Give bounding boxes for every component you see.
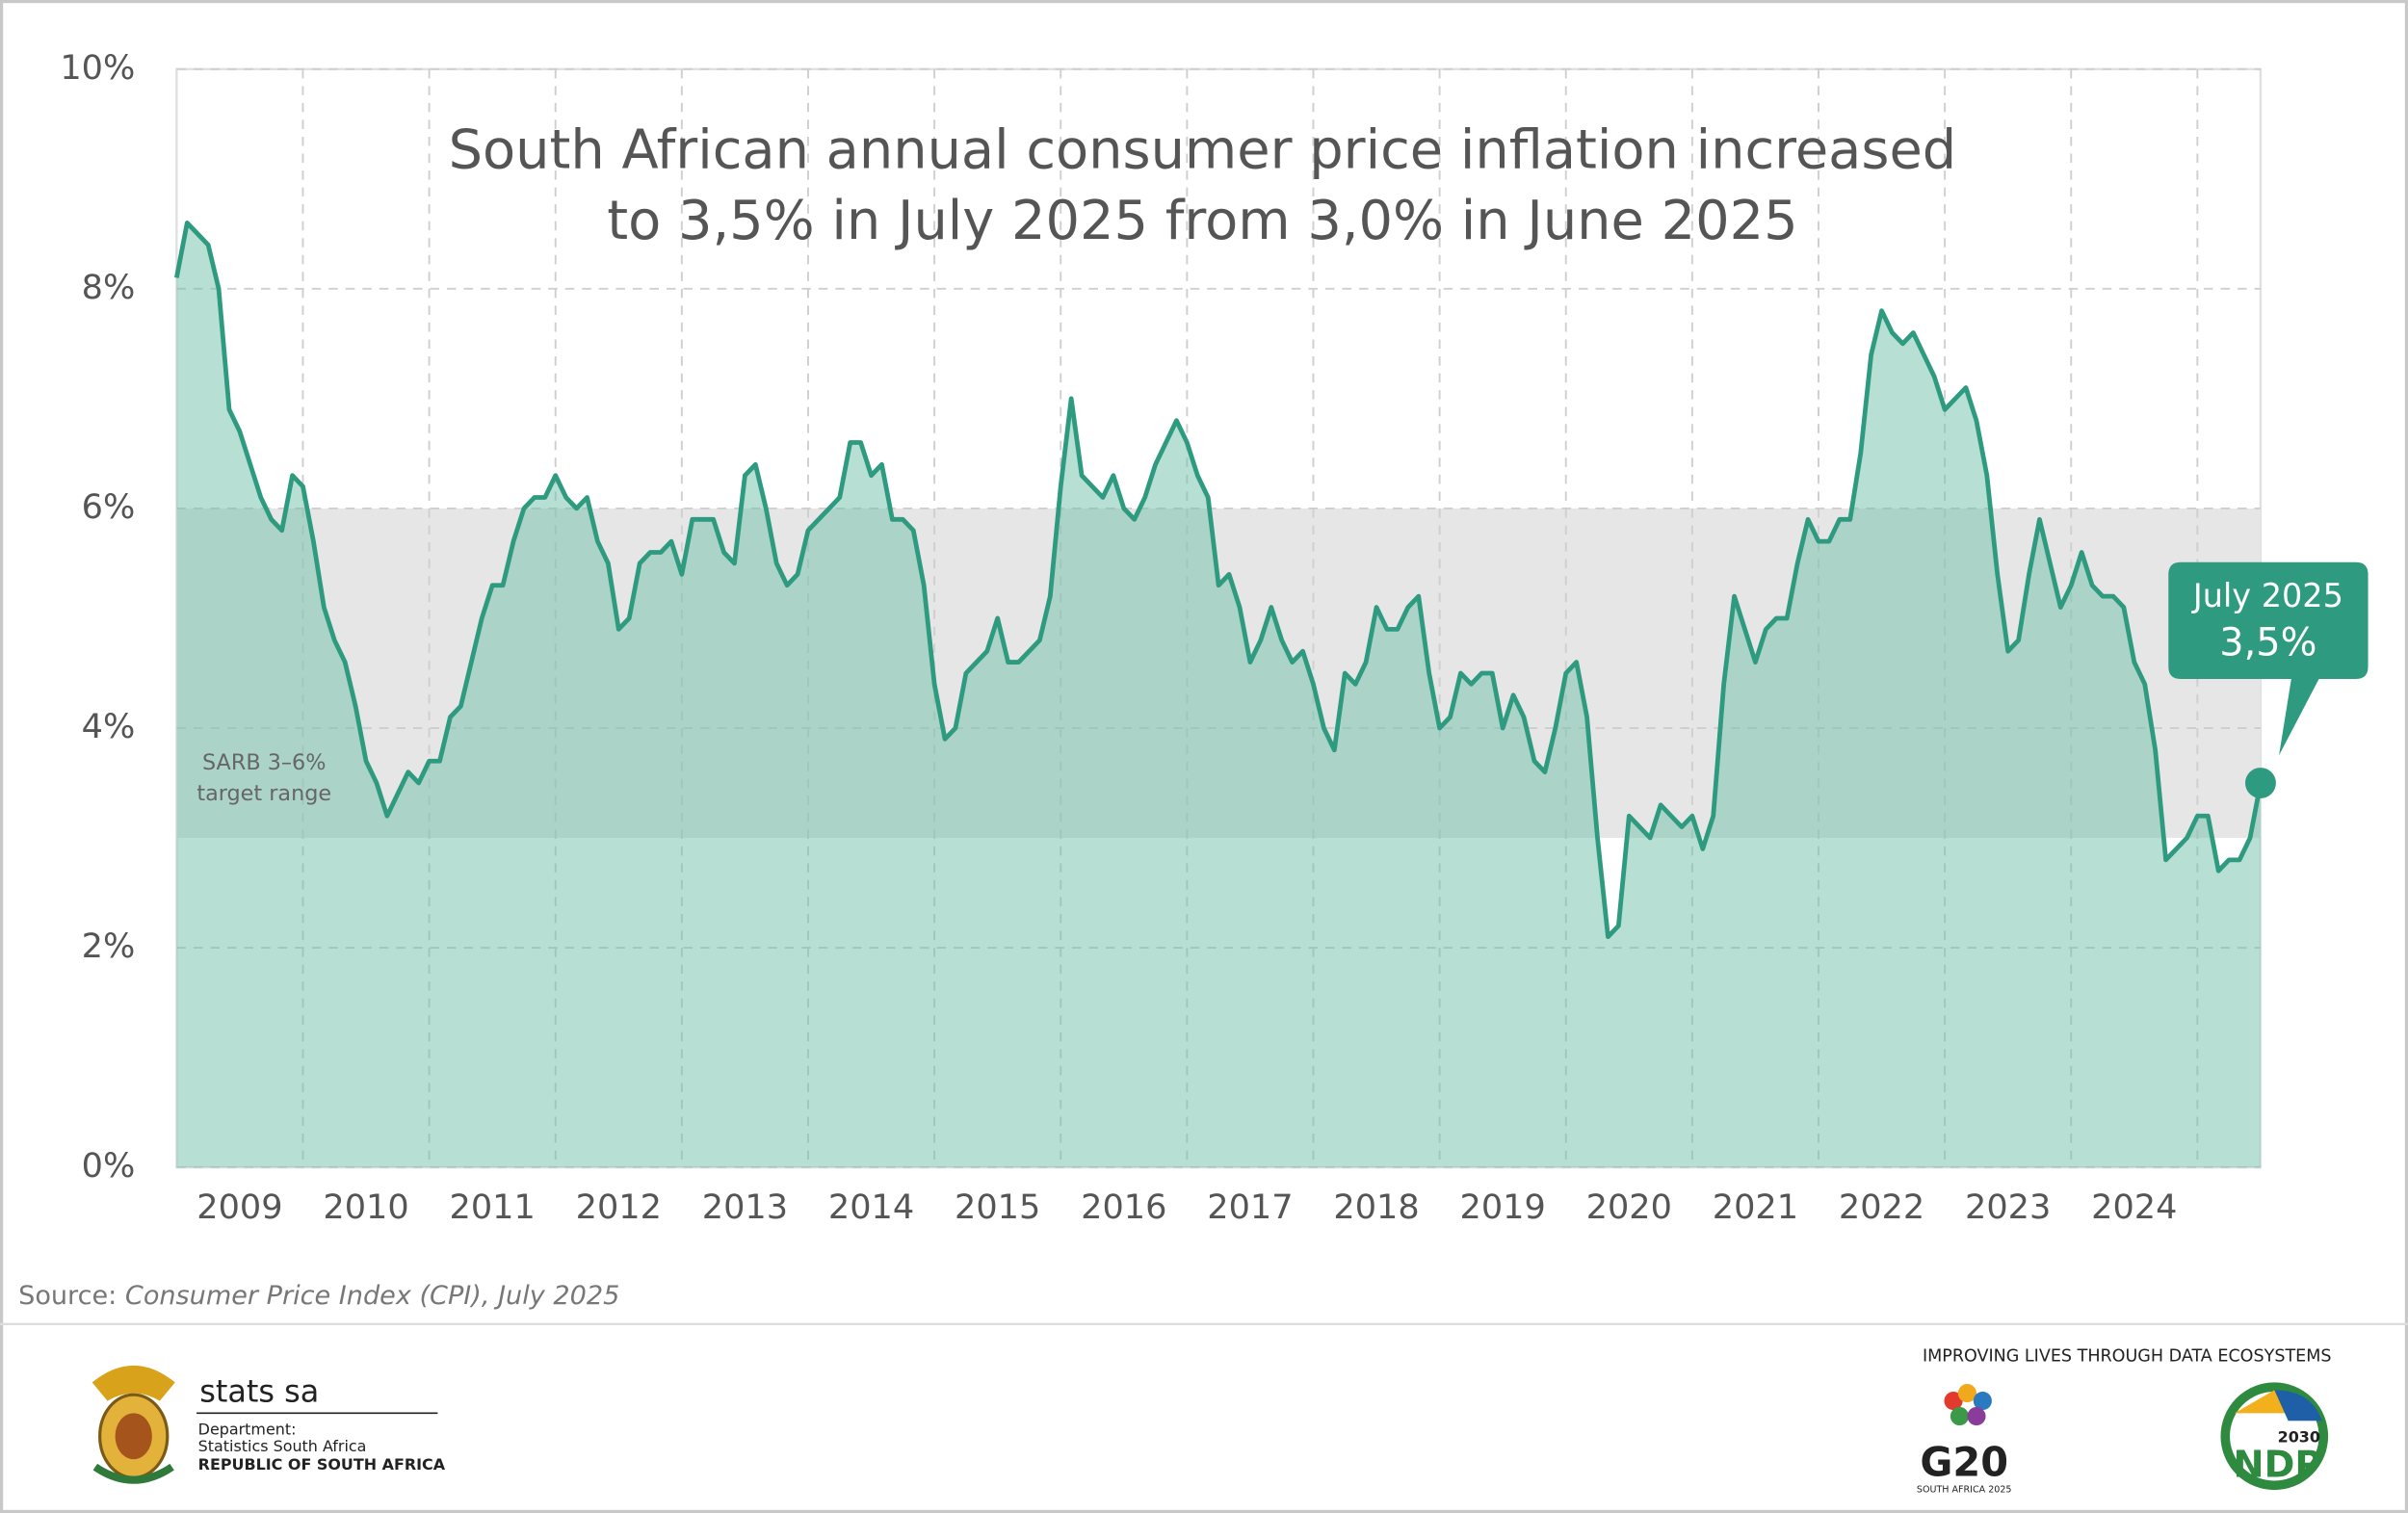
source-text: Consumer Price Index (CPI), July 2025 — [125, 1281, 619, 1311]
line — [174, 221, 2264, 940]
x-tick-label: 2019 — [1460, 1187, 1546, 1227]
coat-of-arms — [92, 1365, 175, 1484]
chart-title: to 3,5% in July 2025 from 3,0% in June 2… — [607, 190, 1797, 252]
source: Source: Consumer Price Index (CPI), July… — [18, 1281, 619, 1311]
chart-title: South African annual consumer price infl… — [449, 119, 1957, 182]
y-tick-label: 10% — [60, 48, 135, 88]
last-point — [2244, 768, 2276, 798]
y-tick-label: 8% — [82, 268, 136, 307]
x-tick-label: 2013 — [702, 1187, 788, 1227]
callout-title: July 2025 — [2191, 577, 2343, 614]
x-tick-label: 2023 — [1965, 1187, 2051, 1227]
callout-value: 3,5% — [2219, 620, 2316, 665]
x-tick-label: 2018 — [1333, 1187, 1419, 1227]
x-tick-label: 2024 — [2091, 1187, 2177, 1227]
x-tick-label: 2015 — [955, 1187, 1040, 1227]
x-tick-label: 2011 — [450, 1187, 536, 1227]
country: REPUBLIC OF SOUTH AFRICA — [198, 1455, 446, 1474]
x-tick-label: 2016 — [1081, 1187, 1166, 1227]
x-tick-label: 2014 — [828, 1187, 914, 1227]
area — [176, 222, 2261, 1168]
source-prefix: Source: — [18, 1281, 125, 1311]
band-label: SARB 3–6% — [202, 750, 326, 775]
y-tick-label: 2% — [82, 926, 136, 966]
x-tick-label: 2010 — [323, 1187, 408, 1227]
callout: July 2025 3,5% — [2168, 561, 2369, 798]
x-tick-label: 2009 — [196, 1187, 282, 1227]
y-tick-label: 4% — [82, 707, 136, 746]
org: Statistics South Africa — [198, 1437, 367, 1455]
ndp-logo — [2220, 1382, 2329, 1491]
department: Department: — [198, 1420, 297, 1438]
g20-sub: SOUTH AFRICA 2025 — [1917, 1485, 2012, 1496]
g20-logo — [1944, 1384, 1992, 1426]
slogan: IMPROVING LIVES THROUGH DATA ECOSYSTEMS — [1923, 1346, 2332, 1366]
plot: 0% 2% 4% 6% 8% 10% 2009 2010 2011 2012 2013 2014 201… — [60, 48, 2264, 1227]
ndp: NDP — [2234, 1444, 2322, 1487]
x-tick-label: 2012 — [576, 1187, 662, 1227]
y-tick-label: 6% — [82, 487, 136, 527]
x-tick-label: 2022 — [1839, 1187, 1924, 1227]
ndp-year: 2030 — [2278, 1427, 2320, 1446]
callout-box — [2168, 561, 2369, 756]
x-tick-label: 2017 — [1207, 1187, 1293, 1227]
brand: stats sa — [199, 1373, 319, 1410]
x-tick-label: 2021 — [1713, 1187, 1798, 1227]
y-tick-label: 0% — [82, 1146, 136, 1186]
band-label: target range — [196, 781, 331, 806]
g20: G20 — [1920, 1440, 2008, 1486]
x-tick-label: 2020 — [1586, 1187, 1672, 1227]
